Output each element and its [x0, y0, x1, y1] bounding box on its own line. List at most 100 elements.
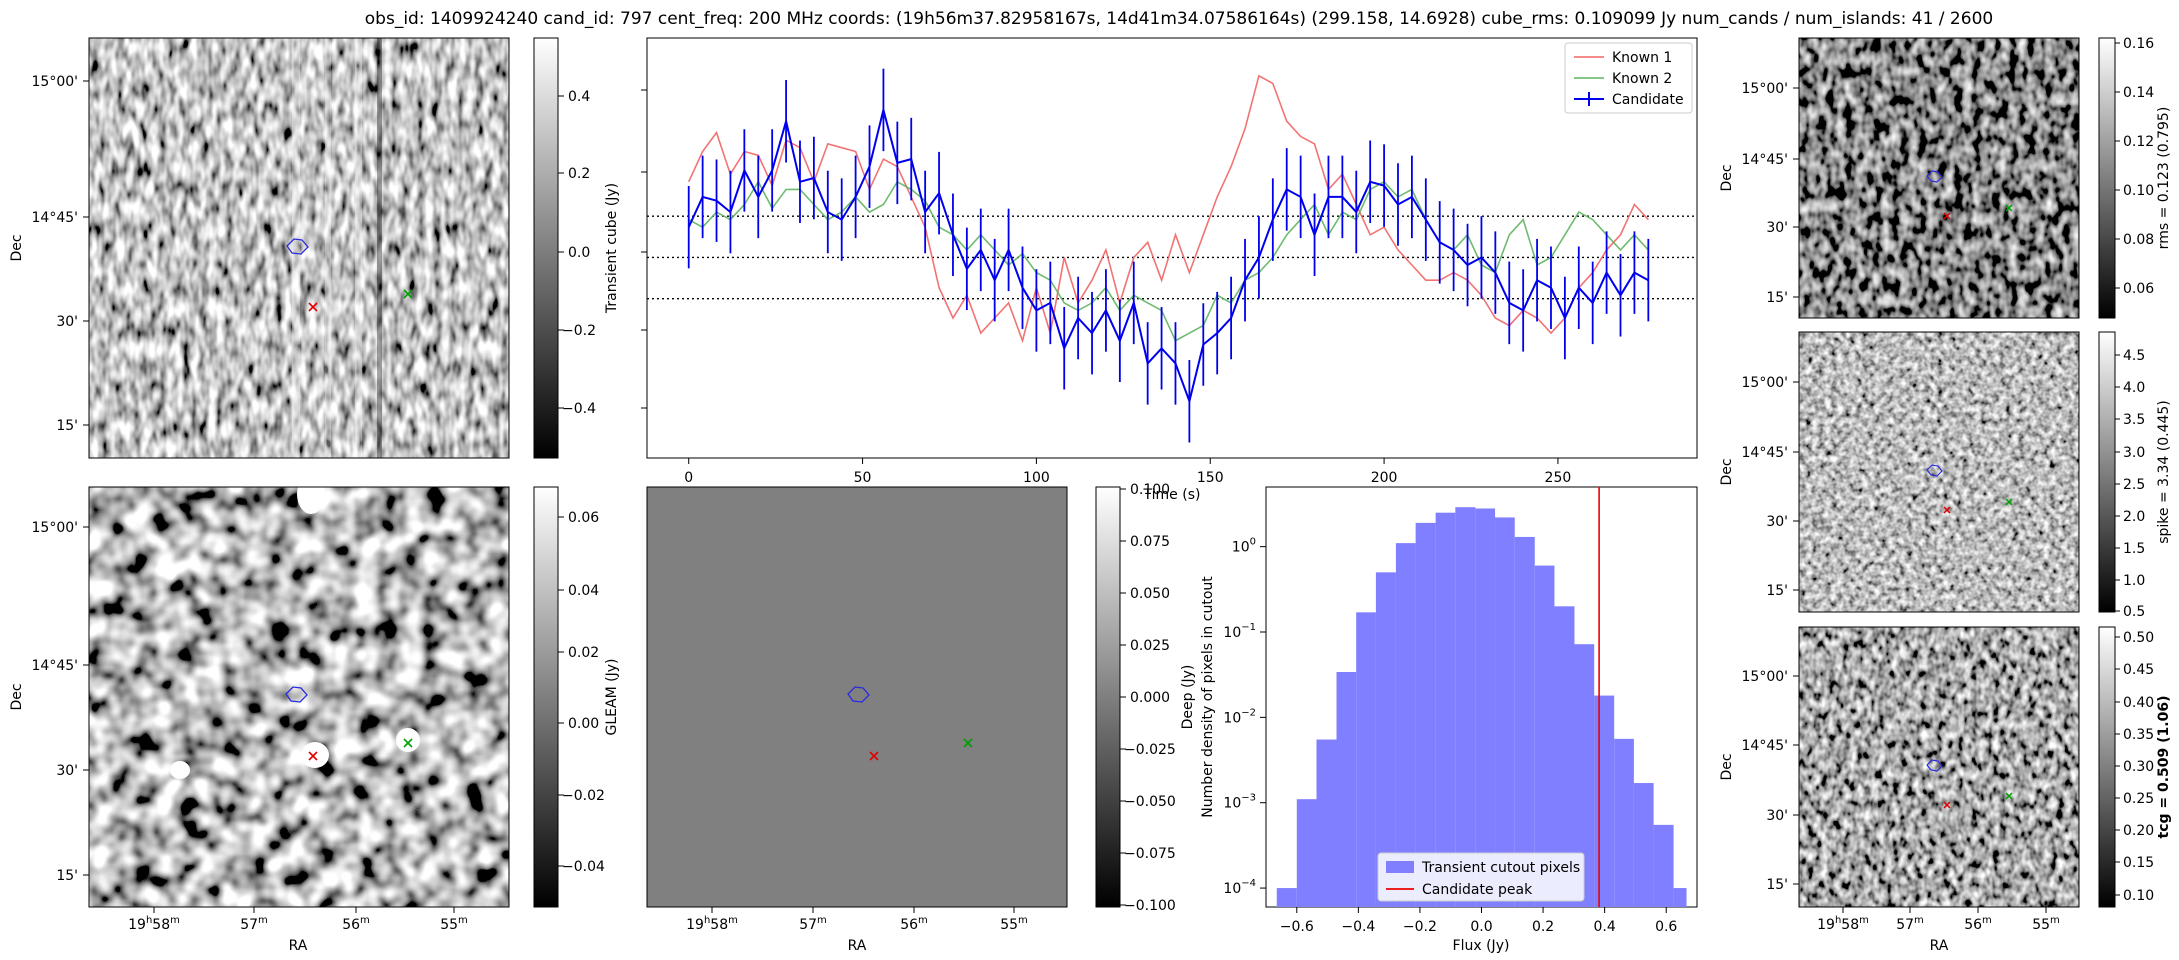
transient-ytick-2: 14°45' — [32, 210, 78, 226]
deep-cbar-tick: −0.050 — [1124, 794, 1176, 810]
tcg-xtick: 56m — [1964, 915, 1992, 933]
green-x-marker — [403, 289, 413, 299]
histogram-bar — [1594, 695, 1615, 907]
tcg-xlabel: RA — [1930, 938, 1949, 954]
tcg-cbar-tick: 0.25 — [2123, 791, 2154, 807]
deep-xtick: 55m — [1000, 915, 1028, 933]
candidate-contour — [285, 686, 308, 703]
tcg-ytick: 15' — [1766, 877, 1788, 893]
spike-image-panel: 15°00' 14°45' 30' 15' Dec 4.5 4.0 3.5 3.… — [1719, 331, 2172, 620]
deep-image-flat — [646, 486, 1068, 908]
spike-cbar-tick: 1.5 — [2123, 541, 2145, 557]
rms-colorbar-label: rms = 0.123 (0.795) — [2156, 107, 2172, 250]
spike-colorbar-ticks: 4.5 4.0 3.5 3.0 2.5 2.0 1.5 1.0 0.5 — [2115, 348, 2145, 620]
rms-image-panel: 15°00' 14°45' 30' 15' Dec 0.16 0.14 0.12… — [1719, 36, 2172, 319]
candidate-contour — [286, 238, 309, 255]
spike-cbar-tick: 1.0 — [2123, 573, 2145, 589]
lightcurve-xlabel: Time (s) — [1143, 487, 1201, 503]
tcg-ytick: 15°00' — [1742, 669, 1788, 685]
gleam-cbar-tick: 0.04 — [568, 583, 599, 599]
lc-xtick-label: 0 — [684, 470, 693, 486]
gleam-cbar-tick: −0.04 — [562, 859, 605, 875]
tcg-cbar-tick: 0.40 — [2123, 695, 2154, 711]
gleam-xtick: 19h58m — [128, 915, 180, 933]
histogram-bar — [1614, 738, 1634, 907]
series-line-known-1 — [687, 74, 1649, 344]
rms-ytick: 15°00' — [1742, 81, 1788, 97]
deep-xtick: 56m — [900, 915, 928, 933]
spike-image-noise — [1799, 332, 2079, 612]
histogram-bar — [1633, 783, 1654, 907]
tcg-cbar-tick: 0.50 — [2123, 630, 2154, 646]
rms-image-yticks: 15°00' 14°45' 30' 15' — [1742, 81, 1799, 306]
tcg-ytick: 30' — [1766, 808, 1788, 824]
candidate-contour — [847, 686, 870, 703]
lightcurve-panel: 0 50 100 150 200 250 Time (s) Known 1 Known 2… — [641, 37, 1698, 503]
histogram-bar — [1574, 644, 1595, 907]
hist-ytick-label: 100 — [1232, 537, 1256, 556]
legend-label-candidate: Candidate — [1612, 92, 1684, 108]
deep-xtick: 57m — [799, 915, 827, 933]
legend-label-peak: Candidate peak — [1422, 882, 1533, 898]
transient-image-noise — [89, 38, 509, 458]
gleam-xtick: 57m — [240, 915, 268, 933]
histogram-bar — [1673, 888, 1687, 907]
gleam-image-panel: 15°00' 14°45' 30' 15' 19h58m 57m 56m 55m… — [9, 474, 620, 954]
spike-cbar-tick: 3.0 — [2123, 445, 2145, 461]
tcg-image-noise — [1799, 627, 2079, 907]
transient-cbar-tick: 0.0 — [568, 245, 590, 261]
histogram-bar — [1356, 612, 1376, 907]
spike-cbar-tick: 2.5 — [2123, 477, 2145, 493]
deep-xtick: 19h58m — [686, 915, 738, 933]
transient-cbar-tick: 0.2 — [568, 166, 590, 182]
spike-ytick: 30' — [1766, 514, 1788, 530]
lc-xtick-label: 150 — [1197, 470, 1224, 486]
rms-cbar-tick: 0.16 — [2123, 36, 2154, 52]
gleam-xtick: 56m — [342, 915, 370, 933]
red-x-marker — [869, 751, 879, 761]
transient-ytick-1: 15°00' — [32, 74, 78, 90]
tcg-cbar-tick: 0.45 — [2123, 662, 2154, 678]
histogram-bar — [1395, 543, 1416, 907]
spike-ytick: 15' — [1766, 583, 1788, 599]
deep-cbar-tick: −0.025 — [1124, 742, 1176, 758]
spike-image-yticks: 15°00' 14°45' 30' 15' — [1742, 375, 1799, 599]
tcg-cbar-tick: 0.35 — [2123, 727, 2154, 743]
gleam-ylabel: Dec — [9, 683, 25, 710]
histogram-bar — [1415, 522, 1436, 907]
transient-colorbar-label: Transient cube (Jy) — [604, 183, 620, 314]
lightcurve-legend-box — [1564, 42, 1693, 114]
gleam-colorbar — [533, 486, 559, 908]
transient-ytick-4: 15' — [56, 418, 78, 434]
histogram-bar — [1316, 739, 1337, 907]
histogram-ylabel: Number density of pixels in cutout — [1200, 576, 1216, 818]
histogram-bar — [1554, 606, 1575, 907]
candidate-contour — [1926, 759, 1943, 772]
gleam-image-noise — [89, 487, 509, 907]
gleam-cbar-tick: 0.02 — [568, 645, 599, 661]
transient-ytick-3: 30' — [56, 314, 78, 330]
deep-colorbar — [1095, 486, 1121, 908]
rms-image-noise — [1799, 38, 2079, 318]
series-line-known-2 — [688, 180, 1649, 342]
transient-cbar-tick: −0.4 — [562, 401, 596, 417]
hist-xtick-label: 0.6 — [1655, 919, 1677, 935]
figure-title: obs_id: 1409924240 cand_id: 797 cent_fre… — [365, 9, 1993, 29]
deep-xlabel: RA — [848, 938, 867, 954]
red-x-marker — [308, 751, 318, 761]
deep-cbar-tick: −0.100 — [1124, 898, 1176, 914]
lc-xtick-label: 250 — [1545, 470, 1572, 486]
legend-swatch-hist — [1386, 861, 1414, 873]
tcg-ylabel: Dec — [1719, 753, 1735, 780]
deep-cbar-tick: 0.050 — [1130, 586, 1170, 602]
tcg-cbar-tick: 0.10 — [2123, 888, 2154, 904]
hist-xtick-label: −0.4 — [1341, 919, 1375, 935]
tcg-cbar-tick: 0.30 — [2123, 759, 2154, 775]
deep-cbar-tick: 0.000 — [1130, 690, 1170, 706]
tcg-xtick: 19h58m — [1817, 915, 1869, 933]
hist-xtick-label: 0.2 — [1532, 919, 1554, 935]
spike-cbar-tick: 4.5 — [2123, 348, 2145, 364]
rms-ytick: 30' — [1766, 220, 1788, 236]
hist-xtick-label: 0.0 — [1470, 919, 1492, 935]
